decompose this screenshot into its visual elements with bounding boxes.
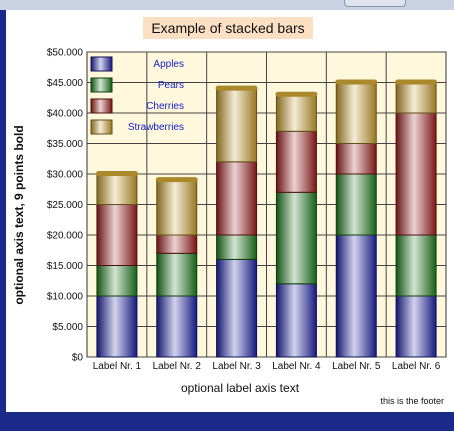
bar-segment <box>335 234 377 358</box>
bar-segment <box>335 143 377 175</box>
legend-swatch <box>90 56 113 72</box>
legend-label: Strawberries <box>128 122 184 133</box>
bar-segment <box>395 112 437 236</box>
x-tick-label: Label Nr. 4 <box>272 361 321 372</box>
chart-title: Example of stacked bars <box>151 20 304 36</box>
bar-segment <box>96 295 138 358</box>
bar-cap <box>155 177 198 183</box>
window-titlebar <box>0 0 454 10</box>
bar-segment <box>275 130 317 193</box>
legend-swatch <box>90 119 113 135</box>
bar-segment <box>156 252 198 297</box>
bar-segment <box>156 179 198 236</box>
bar-segment <box>96 265 138 297</box>
x-tick-label: Label Nr. 5 <box>332 361 381 372</box>
legend-label: Cherries <box>146 101 184 112</box>
y-tick-label: $0 <box>72 353 84 364</box>
bar-segment <box>395 82 437 114</box>
y-tick-label: $35.000 <box>47 139 84 150</box>
bar-segment <box>216 258 258 358</box>
legend-swatch <box>90 98 113 114</box>
x-tick-label: Label Nr. 1 <box>93 361 142 372</box>
bar-segment <box>216 234 258 260</box>
window-left-frame <box>0 10 6 420</box>
legend-swatch <box>90 77 113 93</box>
y-tick-label: $45.000 <box>47 78 84 89</box>
y-tick-label: $15.000 <box>47 261 84 272</box>
legend: Apples Pears Cherries Strawberries <box>90 56 184 135</box>
bar-segment <box>216 88 258 163</box>
grid-lines <box>87 51 446 358</box>
bar-segment <box>96 173 138 205</box>
x-tick-label: Label Nr. 2 <box>153 361 202 372</box>
bar-cap <box>395 79 438 85</box>
y-tick-label: $40.000 <box>47 109 84 120</box>
title-background <box>143 17 313 39</box>
y-axis-label: optional axis text, 9 points bold <box>12 125 26 304</box>
bar-segment <box>275 94 317 132</box>
bar-segment <box>335 82 377 144</box>
y-tick-label: $25.000 <box>47 200 84 211</box>
bar-segment <box>96 204 138 266</box>
bar-cap <box>275 91 318 97</box>
y-tick-label: $20.000 <box>47 231 84 242</box>
y-tick-label: $30.000 <box>47 170 84 181</box>
x-tick-label: Label Nr. 6 <box>392 361 441 372</box>
bar-segment <box>275 283 317 358</box>
bar-segment <box>156 295 198 358</box>
window-close-button[interactable] <box>344 0 406 7</box>
bar-segment <box>216 161 258 236</box>
y-tick-label: $50.000 <box>47 48 84 59</box>
chart-footer: this is the footer <box>380 396 444 406</box>
bar-segment <box>335 173 377 236</box>
x-axis-label: optional label axis text <box>181 381 300 395</box>
x-tick-labels: Label Nr. 1 Label Nr. 2 Label Nr. 3 Label N… <box>93 361 441 372</box>
bars <box>95 79 438 358</box>
bar-cap <box>215 85 258 91</box>
legend-label: Apples <box>153 59 184 70</box>
bar-segment <box>275 191 317 285</box>
legend-label: Pears <box>158 80 184 91</box>
window-bottom-frame <box>0 412 454 431</box>
bar-segment <box>395 295 437 358</box>
bar-segment <box>156 234 198 254</box>
y-tick-label: $5.000 <box>52 322 83 333</box>
y-tick-label: $10.000 <box>47 292 84 303</box>
bar-segment <box>395 234 437 297</box>
x-tick-label: Label Nr. 3 <box>212 361 261 372</box>
y-tick-labels: $0 $5.000 $10.000 $15.000 $20.000 $25.000 $30.… <box>47 48 84 364</box>
bar-cap <box>95 171 138 176</box>
bar-cap <box>335 79 378 85</box>
